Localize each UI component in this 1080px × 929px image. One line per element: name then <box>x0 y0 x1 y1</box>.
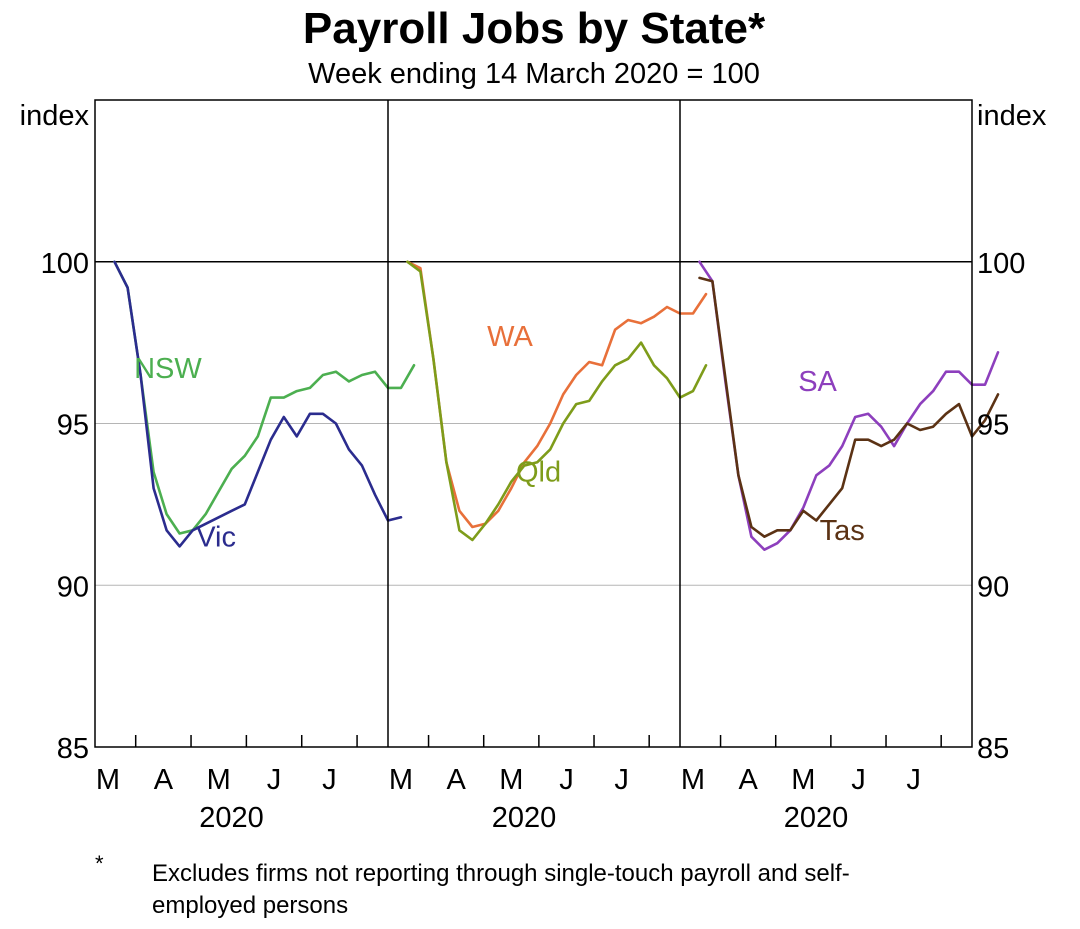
plot-border <box>94 99 973 748</box>
x-tick-label: M <box>499 764 523 796</box>
x-tick-label: M <box>681 764 705 796</box>
series-labels: NSW Vic WA Qld SA Tas <box>134 321 865 554</box>
series-line-tas <box>698 276 1000 538</box>
series-label-tas: Tas <box>820 515 865 547</box>
series-label-wa: WA <box>487 321 533 353</box>
series-label-vic: Vic <box>196 521 236 553</box>
series-label-sa: SA <box>798 366 837 398</box>
x-tick-label: J <box>906 764 921 796</box>
series-line-wa <box>406 260 708 529</box>
x-tick-label: A <box>446 764 466 796</box>
chart-title: Payroll Jobs by State* <box>302 4 766 53</box>
y-tick-label-right: 100 <box>977 248 1025 280</box>
x-tick-label: J <box>322 764 337 796</box>
x-tick-label: M <box>791 764 815 796</box>
series-line-qld <box>406 260 708 542</box>
x-tick-label: A <box>154 764 174 796</box>
y-tick-label-left: 95 <box>57 410 89 442</box>
x-year-label: 2020 <box>199 802 264 834</box>
x-year-label: 2020 <box>492 802 557 834</box>
series-line-vic <box>113 260 403 548</box>
series-line-nsw <box>113 260 416 535</box>
y-tick-label-right: 85 <box>977 733 1009 765</box>
footnote-text: Excludes firms not reporting through sin… <box>152 860 850 919</box>
x-tick-label: J <box>851 764 866 796</box>
x-tick-label: M <box>389 764 413 796</box>
series-label-nsw: NSW <box>134 353 202 385</box>
chart-subtitle: Week ending 14 March 2020 = 100 <box>308 58 760 90</box>
y-axis-label-right: index <box>977 100 1047 132</box>
x-year-label: 2020 <box>784 802 849 834</box>
x-tick-label: J <box>559 764 574 796</box>
x-tick-label: A <box>738 764 758 796</box>
plot-frame <box>94 99 973 748</box>
y-axis-label-left: index <box>20 100 90 132</box>
series-lines <box>113 260 1000 551</box>
y-tick-label-left: 90 <box>57 571 89 603</box>
footnote-marker: * <box>95 851 104 876</box>
y-tick-label-right: 90 <box>977 571 1009 603</box>
series-line-sa <box>698 260 1000 551</box>
y-tick-label-right: 95 <box>977 410 1009 442</box>
x-tick-label: J <box>267 764 282 796</box>
gridlines <box>95 261 972 586</box>
x-tick-label: M <box>96 764 120 796</box>
y-tick-label-left: 100 <box>41 248 89 280</box>
x-tick-label: J <box>614 764 629 796</box>
y-tick-label-left: 85 <box>57 733 89 765</box>
x-tick-label: M <box>207 764 231 796</box>
series-label-qld: Qld <box>516 457 561 489</box>
